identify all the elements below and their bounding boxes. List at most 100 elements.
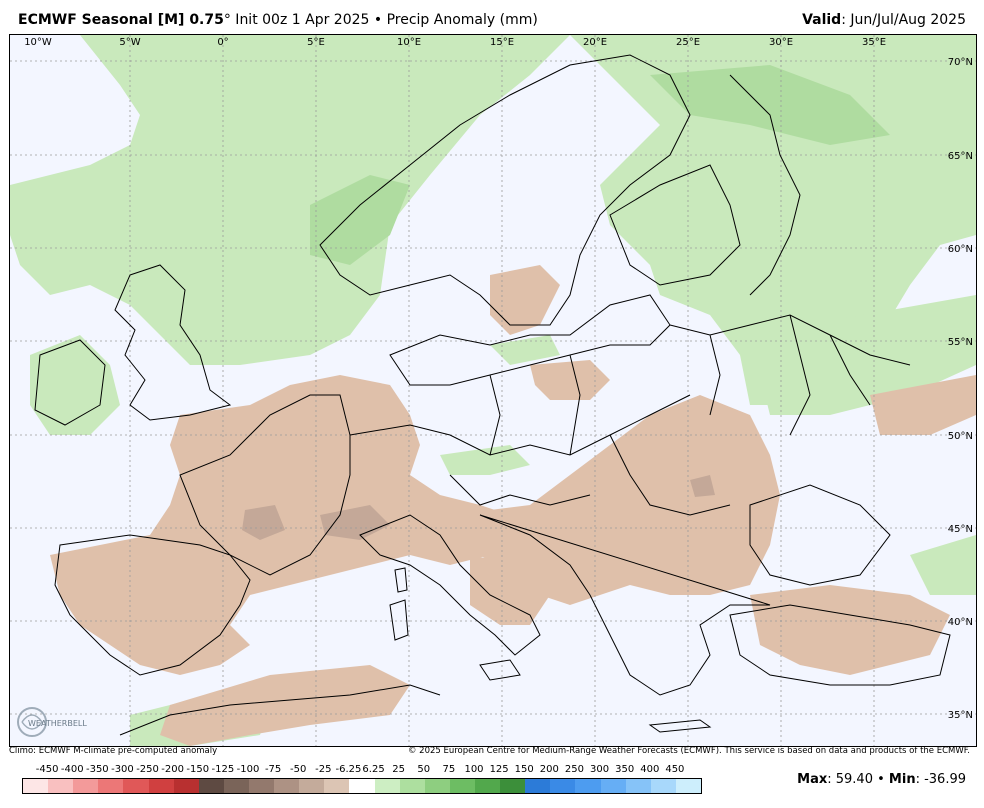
legend-tick-label: 150 bbox=[514, 764, 534, 775]
legend-swatch bbox=[650, 779, 676, 793]
longitude-label: 10°E bbox=[397, 37, 421, 48]
poland-dry-area bbox=[530, 360, 610, 400]
legend-swatch bbox=[424, 779, 450, 793]
legend-tick-label: -150 bbox=[186, 764, 210, 775]
legend-swatch bbox=[248, 779, 275, 793]
legend-swatch bbox=[349, 779, 375, 793]
latitude-label: 40°N bbox=[948, 617, 973, 628]
longitude-label: 5°W bbox=[119, 37, 140, 48]
north-atlantic-wet-area bbox=[10, 35, 570, 365]
sweden-dry-area bbox=[490, 265, 560, 335]
legend-swatch bbox=[449, 779, 475, 793]
legend-tick-label: -50 bbox=[290, 764, 307, 775]
france-coast bbox=[179, 394, 351, 576]
legend-tick-label: 6.25 bbox=[362, 764, 385, 775]
longitude-label: 0° bbox=[217, 37, 228, 48]
italy-dry-area bbox=[470, 555, 550, 625]
title-bar: ECMWF Seasonal [M] 0.75° Init 00z 1 Apr … bbox=[0, 0, 984, 34]
longitude-label: 30°E bbox=[769, 37, 793, 48]
copyright-note: © 2025 European Centre for Medium-Range … bbox=[407, 746, 970, 756]
map-panel: 10°W 5°W 0° 5°E 10°E 15°E 20°E 25°E 30°E 35°E 70°… bbox=[9, 34, 977, 747]
color-legend: -450 -400 -350 -300 -250 -200 -150 -125 -100 -75-… bbox=[22, 762, 702, 796]
legend-tick-label: 350 bbox=[615, 764, 635, 775]
legend-swatch bbox=[123, 779, 149, 793]
central-europe-borders bbox=[349, 354, 731, 516]
legend-tick-label: 25 bbox=[392, 764, 406, 775]
russia-finland-border bbox=[729, 74, 801, 296]
latitude-label: 55°N bbox=[948, 337, 973, 348]
sardinia-coast bbox=[389, 599, 409, 641]
longitude-label: 5°E bbox=[307, 37, 325, 48]
ireland-coast bbox=[34, 339, 106, 426]
max-min-stats: Max: 59.40 • Min: -36.99 bbox=[797, 772, 966, 787]
legend-tick-label: 125 bbox=[489, 764, 509, 775]
latitude-label: 65°N bbox=[948, 151, 973, 162]
legend-swatch bbox=[525, 779, 551, 793]
turkey-dry-area bbox=[750, 585, 950, 675]
dry-anomaly-regions bbox=[50, 265, 976, 746]
scandinavia-coast bbox=[319, 54, 691, 326]
longitude-label: 15°E bbox=[490, 37, 514, 48]
longitude-label: 35°E bbox=[862, 37, 886, 48]
legend-swatch bbox=[23, 779, 49, 793]
latitude-label: 50°N bbox=[948, 431, 973, 442]
legend-swatch bbox=[675, 779, 701, 793]
corsica-coast bbox=[394, 567, 408, 593]
italy-coast bbox=[359, 514, 541, 656]
north-africa-coast bbox=[119, 684, 441, 736]
latitude-label: 35°N bbox=[948, 710, 973, 721]
legend-swatch bbox=[148, 779, 174, 793]
ukraine-east-dry-area bbox=[870, 375, 976, 435]
legend-tick-label: -6.25 bbox=[335, 764, 362, 775]
lat-lon-gridlines bbox=[10, 35, 976, 746]
legend-tick-label: 250 bbox=[564, 764, 584, 775]
iberia-coast bbox=[54, 534, 251, 676]
legend-swatch bbox=[48, 779, 74, 793]
latitude-label: 45°N bbox=[948, 524, 973, 535]
latitude-label: 60°N bbox=[948, 244, 973, 255]
alps-strong-dry bbox=[320, 505, 390, 540]
legend-swatch bbox=[575, 779, 601, 793]
western-russia-wet-area bbox=[750, 295, 976, 415]
legend-tick-label: 300 bbox=[590, 764, 610, 775]
legend-tick-label: -450 bbox=[35, 764, 59, 775]
strong-wet-anomaly-regions bbox=[310, 65, 890, 265]
baltic-coast bbox=[389, 294, 671, 386]
legend-labels: -450 -400 -350 -300 -250 -200 -150 -125 -100 -75-… bbox=[22, 762, 702, 776]
black-sea-coast bbox=[749, 484, 891, 586]
turkey-coast bbox=[729, 604, 951, 686]
svg-text:WEATHERBELL: WEATHERBELL bbox=[28, 719, 87, 728]
iberia-france-dry-area bbox=[50, 375, 520, 675]
legend-tick-label: 50 bbox=[417, 764, 431, 775]
climo-note: Climo: ECMWF M-climate pre-computed anom… bbox=[9, 746, 218, 756]
legend-tick-label: -200 bbox=[161, 764, 185, 775]
alps-east-wet-area bbox=[440, 445, 530, 475]
longitude-label: 25°E bbox=[676, 37, 700, 48]
precip-anomaly-map: 10°W 5°W 0° 5°E 10°E 15°E 20°E 25°E 30°E 35°E 70°… bbox=[10, 35, 976, 746]
legend-tick-label: -350 bbox=[85, 764, 109, 775]
legend-swatch bbox=[474, 779, 501, 793]
weatherbell-logo: WEATHERBELL bbox=[14, 700, 104, 740]
map-title: ECMWF Seasonal [M] 0.75° Init 00z 1 Apr … bbox=[18, 12, 538, 28]
sicily-coast bbox=[479, 659, 521, 681]
balkans-dry-area bbox=[450, 395, 780, 605]
legend-swatch bbox=[98, 779, 124, 793]
crete-coast bbox=[648, 719, 712, 733]
balkans-coast bbox=[479, 514, 771, 696]
lapland-strong-wet bbox=[650, 65, 890, 145]
latitude-labels: 70°N 65°N 60°N 55°N 50°N 45°N 40°N 35°N bbox=[948, 57, 973, 721]
legend-swatch bbox=[399, 779, 425, 793]
ireland-wet-area bbox=[30, 335, 120, 435]
longitude-label: 10°W bbox=[24, 37, 52, 48]
legend-swatch bbox=[223, 779, 249, 793]
longitude-labels: 10°W 5°W 0° 5°E 10°E 15°E 20°E 25°E 30°E 35°E bbox=[24, 37, 886, 48]
coastlines-and-borders bbox=[34, 54, 951, 736]
france-strong-dry bbox=[242, 505, 285, 540]
strong-dry-anomaly-regions bbox=[242, 475, 715, 540]
legend-colorbar bbox=[22, 778, 702, 794]
poland-wet-area bbox=[490, 335, 560, 365]
valid-period: Valid: Jun/Jul/Aug 2025 bbox=[802, 12, 966, 28]
romania-strong-dry bbox=[690, 475, 715, 497]
legend-tick-label: -125 bbox=[211, 764, 235, 775]
legend-swatch bbox=[274, 779, 300, 793]
